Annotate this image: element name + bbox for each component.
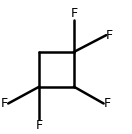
Text: F: F (36, 119, 43, 132)
Text: F: F (1, 97, 8, 110)
Text: F: F (104, 97, 111, 110)
Text: F: F (70, 7, 77, 20)
Text: F: F (106, 29, 113, 42)
